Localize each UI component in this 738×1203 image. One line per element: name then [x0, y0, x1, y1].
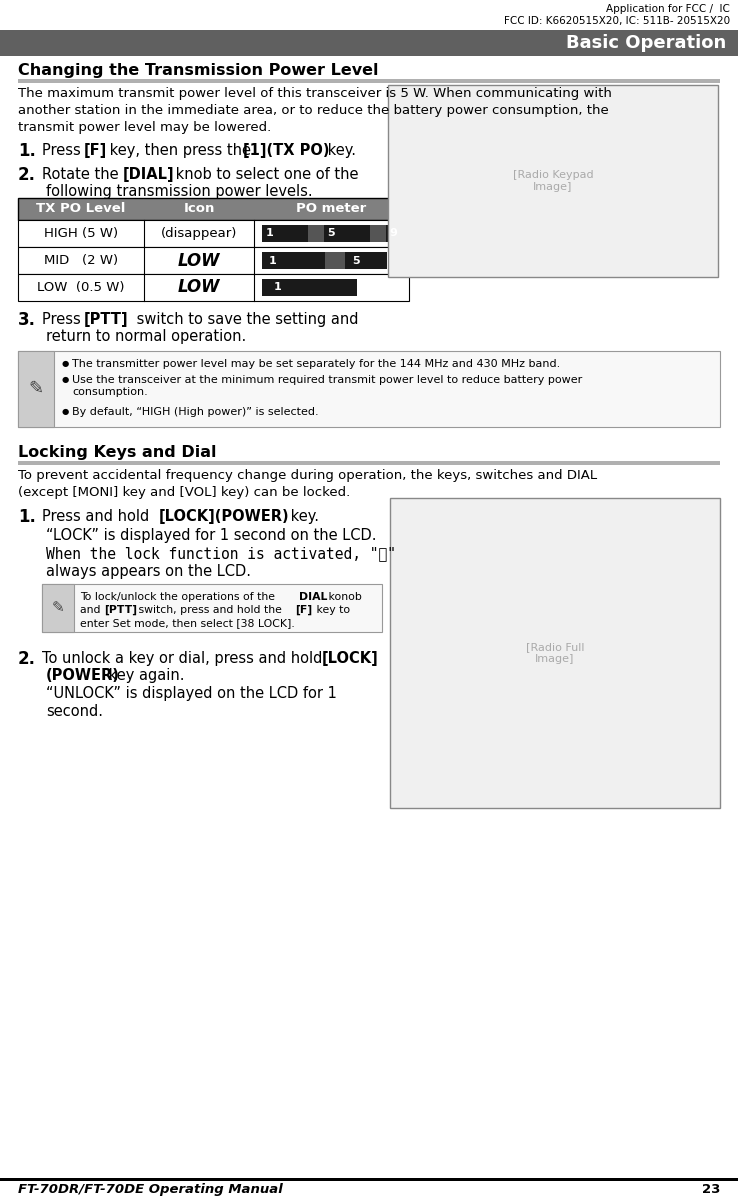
Text: key.: key. [286, 509, 319, 525]
Text: [LOCK]: [LOCK] [322, 651, 379, 666]
Text: 1: 1 [269, 255, 276, 266]
Text: DIAL: DIAL [299, 592, 328, 602]
Text: To unlock a key or dial, press and hold: To unlock a key or dial, press and hold [42, 651, 327, 666]
Bar [18, 351, 54, 427]
Text: always appears on the LCD.: always appears on the LCD. [46, 564, 251, 579]
Text: key, then press the: key, then press the [105, 143, 255, 158]
Text: Press and hold: Press and hold [42, 509, 154, 525]
Text: Press: Press [42, 312, 86, 327]
Text: “LOCK” is displayed for 1 second on the LCD.: “LOCK” is displayed for 1 second on the … [46, 528, 376, 543]
Bar [308, 225, 324, 242]
Text: enter Set mode, then select [38 LOCK].: enter Set mode, then select [38 LOCK]. [80, 618, 294, 628]
Text: 1: 1 [274, 283, 282, 292]
Text: By default, “HIGH (High power)” is selected.: By default, “HIGH (High power)” is selec… [72, 407, 319, 417]
Text: ●: ● [62, 358, 69, 368]
Text: 2.: 2. [18, 166, 36, 184]
Text: (disappear): (disappear) [161, 227, 237, 241]
Text: [PTT]: [PTT] [104, 605, 137, 615]
Bar [262, 279, 357, 296]
Text: 2.: 2. [18, 650, 36, 668]
Text: [DIAL]: [DIAL] [123, 167, 175, 182]
Bar [42, 583, 74, 632]
Bar [0, 30, 738, 57]
Text: 5: 5 [352, 255, 359, 266]
Bar [18, 220, 409, 247]
Text: Locking Keys and Dial: Locking Keys and Dial [18, 445, 216, 460]
Text: 1.: 1. [18, 508, 36, 526]
Text: [LOCK](POWER): [LOCK](POWER) [159, 509, 289, 525]
Bar [370, 225, 385, 242]
Text: following transmission power levels.: following transmission power levels. [46, 184, 313, 198]
Text: and: and [80, 605, 104, 615]
Text: (POWER): (POWER) [46, 668, 120, 683]
Bar [18, 198, 409, 220]
Bar [18, 351, 720, 427]
Text: HIGH (5 W): HIGH (5 W) [44, 227, 118, 241]
Text: When the lock function is activated, "ⓐ": When the lock function is activated, "ⓐ" [46, 546, 396, 561]
Bar [18, 461, 720, 466]
Text: (except [MONI] key and [VOL] key) can be locked.: (except [MONI] key and [VOL] key) can be… [18, 486, 351, 499]
Text: LOW  (0.5 W): LOW (0.5 W) [37, 282, 125, 294]
Text: To lock/unlock the operations of the: To lock/unlock the operations of the [80, 592, 278, 602]
Text: key.: key. [323, 143, 356, 158]
Text: [Radio Keypad
Image]: [Radio Keypad Image] [513, 170, 593, 191]
Text: [F]: [F] [84, 143, 107, 158]
Text: ●: ● [62, 375, 69, 384]
Text: key to: key to [313, 605, 350, 615]
Text: Icon: Icon [183, 202, 215, 215]
Text: 3.: 3. [18, 312, 36, 328]
Bar [390, 498, 720, 808]
Bar [262, 251, 387, 269]
Text: LOW: LOW [178, 279, 220, 296]
Text: The transmitter power level may be set separately for the 144 MHz and 430 MHz ba: The transmitter power level may be set s… [72, 358, 560, 369]
Bar [262, 225, 401, 242]
Text: Basic Operation: Basic Operation [566, 34, 726, 52]
Text: second.: second. [46, 704, 103, 719]
Text: ●: ● [62, 407, 69, 416]
Bar [18, 247, 409, 274]
Text: Changing the Transmission Power Level: Changing the Transmission Power Level [18, 63, 379, 78]
Text: another station in the immediate area, or to reduce the battery power consumptio: another station in the immediate area, o… [18, 103, 609, 117]
Bar [325, 251, 345, 269]
Text: 5: 5 [328, 229, 335, 238]
Text: Use the transceiver at the minimum required transmit power level to reduce batte: Use the transceiver at the minimum requi… [72, 375, 582, 397]
Text: “UNLOCK” is displayed on the LCD for 1: “UNLOCK” is displayed on the LCD for 1 [46, 686, 337, 701]
Text: 9: 9 [390, 229, 397, 238]
Text: [F]: [F] [295, 605, 312, 615]
Text: [PTT]: [PTT] [84, 312, 128, 327]
Text: ✎: ✎ [52, 600, 64, 616]
Text: LOW: LOW [178, 251, 220, 269]
Text: PO meter: PO meter [297, 202, 367, 215]
Bar [388, 85, 718, 277]
Text: [Radio Full
Image]: [Radio Full Image] [525, 642, 584, 664]
Bar [18, 79, 720, 83]
Text: return to normal operation.: return to normal operation. [46, 328, 246, 344]
Text: Rotate the: Rotate the [42, 167, 123, 182]
Text: [1](TX PO): [1](TX PO) [243, 143, 329, 158]
Bar [18, 274, 409, 301]
Text: To prevent accidental frequency change during operation, the keys, switches and : To prevent accidental frequency change d… [18, 469, 597, 482]
Bar [42, 583, 382, 632]
Bar [0, 1178, 738, 1180]
Text: Application for FCC /  IC: Application for FCC / IC [606, 4, 730, 14]
Text: MID   (2 W): MID (2 W) [44, 254, 118, 267]
Text: 1: 1 [266, 229, 274, 238]
Text: knob to select one of the: knob to select one of the [171, 167, 359, 182]
Text: 1.: 1. [18, 142, 36, 160]
Text: 23: 23 [702, 1183, 720, 1196]
Text: switch, press and hold the: switch, press and hold the [135, 605, 286, 615]
Text: konob: konob [325, 592, 362, 602]
Text: FCC ID: K6620515X20, IC: 511B- 20515X20: FCC ID: K6620515X20, IC: 511B- 20515X20 [504, 16, 730, 26]
Text: key again.: key again. [104, 668, 184, 683]
Text: switch to save the setting and: switch to save the setting and [132, 312, 359, 327]
Text: TX PO Level: TX PO Level [36, 202, 125, 215]
Text: transmit power level may be lowered.: transmit power level may be lowered. [18, 122, 272, 134]
Text: ✎: ✎ [29, 380, 44, 398]
Text: The maximum transmit power level of this transceiver is 5 W. When communicating : The maximum transmit power level of this… [18, 87, 612, 100]
Text: FT-70DR/FT-70DE Operating Manual: FT-70DR/FT-70DE Operating Manual [18, 1183, 283, 1196]
Text: Press: Press [42, 143, 86, 158]
